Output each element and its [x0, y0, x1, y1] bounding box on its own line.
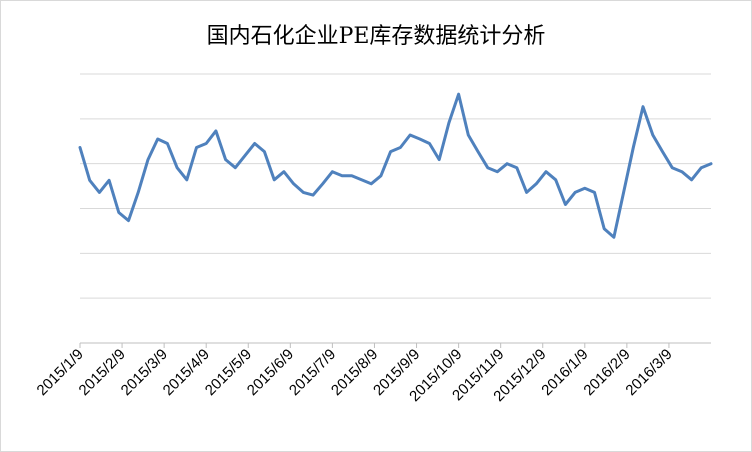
x-tick-label: 2016/3/9	[622, 346, 675, 399]
x-axis-tick-labels: 2015/1/92015/2/92015/3/92015/4/92015/5/9…	[34, 343, 676, 405]
series-line	[78, 92, 713, 239]
gridlines	[80, 73, 711, 344]
chart-title: 国内石化企业PE库存数据统计分析	[206, 24, 546, 49]
series-group	[78, 92, 713, 239]
